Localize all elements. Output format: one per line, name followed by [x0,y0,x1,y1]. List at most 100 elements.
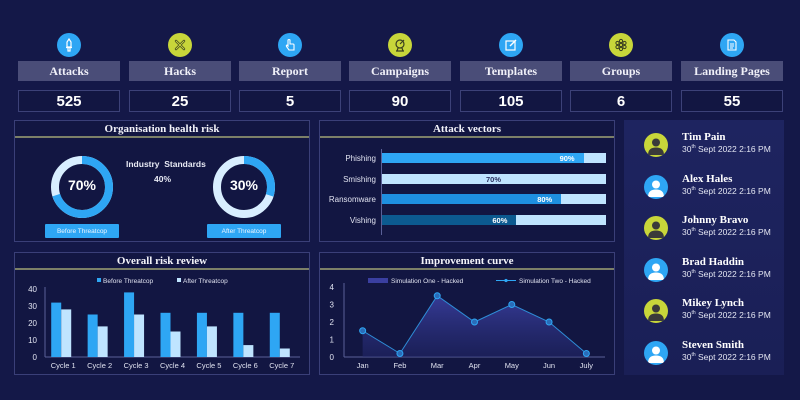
improvement-curve-panel: Improvement curve Simulation One - Hacke… [319,252,615,375]
legend-label: Before Threatcop [103,278,153,285]
legend-swatch-marker [504,278,508,283]
avatar-icon [644,299,668,323]
vector-name: Phishing [345,154,376,163]
avatar-icon [644,216,668,240]
y-tick-label: 0 [33,353,38,362]
kpi-value: 6 [570,90,672,112]
timestamp-suffix: th [691,185,696,192]
x-tick-label: Cycle 6 [233,361,258,370]
area-series-simulation-one [362,295,587,357]
kpi-card-report[interactable]: Report 5 [239,33,341,112]
bar-after [134,314,145,357]
improvement-curve-chart: Simulation One - Hacked Simulation Two - … [330,278,605,370]
bar-before [269,312,280,357]
vector-bar [382,194,562,204]
kpi-label: Landing Pages [681,61,783,81]
timestamp-day: 30 [682,144,692,154]
timestamp-rest: Sept 2022 2:16 PM [695,310,771,320]
after-donut-arc [213,156,275,218]
kpi-label: Campaigns [349,61,451,81]
network-icon [609,33,633,57]
line-point [359,327,367,335]
risk-review-chart: Before Threatcop After Threatcop 0 10 20 30 40… [28,278,300,370]
bar-after [279,348,290,357]
x-tick-label: Cycle 1 [51,361,76,370]
kpi-card-templates[interactable]: Templates 105 [460,33,562,112]
cross-icon [168,33,192,57]
y-tick-label: 30 [28,302,37,311]
kpi-card-landing-pages[interactable]: Landing Pages 55 [681,33,783,112]
vector-track [382,173,606,184]
vector-percent: 70% [486,174,502,184]
x-tick-label: Jun [543,361,555,370]
user-name: Mikey Lynch [682,297,745,309]
line-point [582,350,590,357]
bar-after [61,309,72,357]
panel-title: Improvement curve [320,253,614,270]
user-item[interactable]: Johnny Bravo 30th Sept 2022 2:16 PM [644,214,784,246]
vector-name: Vishing [349,215,376,225]
panel-title: Overall risk review [15,253,309,270]
avatar-icon [644,257,668,282]
panel-title: Attack vectors [320,121,614,138]
timestamp-rest: Sept 2022 2:16 PM [695,185,771,196]
pointer-hand-icon [278,33,302,57]
vector-percent: 60% [492,215,508,225]
y-tick-label: 40 [28,285,37,294]
vector-row-smishing: Smishing 70% [320,173,610,186]
timestamp-suffix: th [691,310,696,317]
before-donut-chart [51,156,113,218]
user-timestamp: 30th Sept 2022 2:16 PM [682,186,771,196]
y-tick-label: 20 [28,319,37,328]
legend-label: Simulation One - Hacked [391,278,464,285]
bar-after [97,326,108,357]
target-icon [388,33,412,57]
vector-name: Ransomware [328,195,376,204]
kpi-card-groups[interactable]: Groups 6 [570,33,672,112]
timestamp-day: 30 [682,185,692,196]
user-timestamp: 30th Sept 2022 2:16 PM [682,352,771,362]
before-threatcop-button[interactable]: Before Threatcop [45,224,119,238]
kpi-value: 55 [681,90,783,112]
after-donut-label: 30% [229,177,259,193]
user-item[interactable]: Alex Hales 30th Sept 2022 2:16 PM [644,173,784,205]
bar-before [160,312,171,357]
y-tick-label: 2 [330,318,335,327]
vector-bar [382,173,539,184]
bar-before [196,312,207,357]
vector-name: Smishing [343,174,376,184]
bar-before [51,302,62,357]
kpi-label: Hacks [129,61,231,81]
bar-after [206,326,217,357]
user-item[interactable]: Mikey Lynch 30th Sept 2022 2:16 PM [644,297,784,329]
bar-before [87,314,98,357]
bar-after [170,331,181,357]
kpi-card-attacks[interactable]: Attacks 525 [18,33,120,112]
user-item[interactable]: Steven Smith 30th Sept 2022 2:16 PM [644,339,784,371]
risk-review-panel: Overall risk review Before Threatcop Afte… [14,252,310,375]
x-tick-label: Cycle 5 [196,361,221,370]
kpi-card-campaigns[interactable]: Campaigns 90 [349,33,451,112]
timestamp-day: 30 [682,268,692,279]
vector-row-phishing: Phishing 90% [320,153,610,165]
kpi-label: Report [239,61,341,81]
user-item[interactable]: Tim Pain 30th Sept 2022 2:16 PM [644,131,784,163]
y-tick-label: 3 [330,301,335,310]
user-item[interactable]: Brad Haddin 30th Sept 2022 2:16 PM [644,256,784,288]
vector-track [382,153,606,163]
y-tick-label: 1 [330,336,335,345]
timestamp-rest: Sept 2022 2:16 PM [695,351,771,362]
after-threatcop-button[interactable]: After Threatcop [207,224,281,238]
legend-label: Simulation Two - Hacked [519,278,591,285]
x-tick-label: Cycle 7 [269,361,294,370]
vector-track [382,194,606,204]
user-timestamp: 30th Sept 2022 2:16 PM [682,227,771,237]
kpi-label: Templates [460,61,562,81]
kpi-card-hacks[interactable]: Hacks 25 [129,33,231,112]
sword-icon [57,33,81,57]
x-tick-label: Cycle 2 [87,361,112,370]
x-tick-label: Feb [393,361,406,370]
bar-before [233,312,244,357]
timestamp-day: 30 [682,227,692,237]
after-donut-chart [213,156,275,218]
